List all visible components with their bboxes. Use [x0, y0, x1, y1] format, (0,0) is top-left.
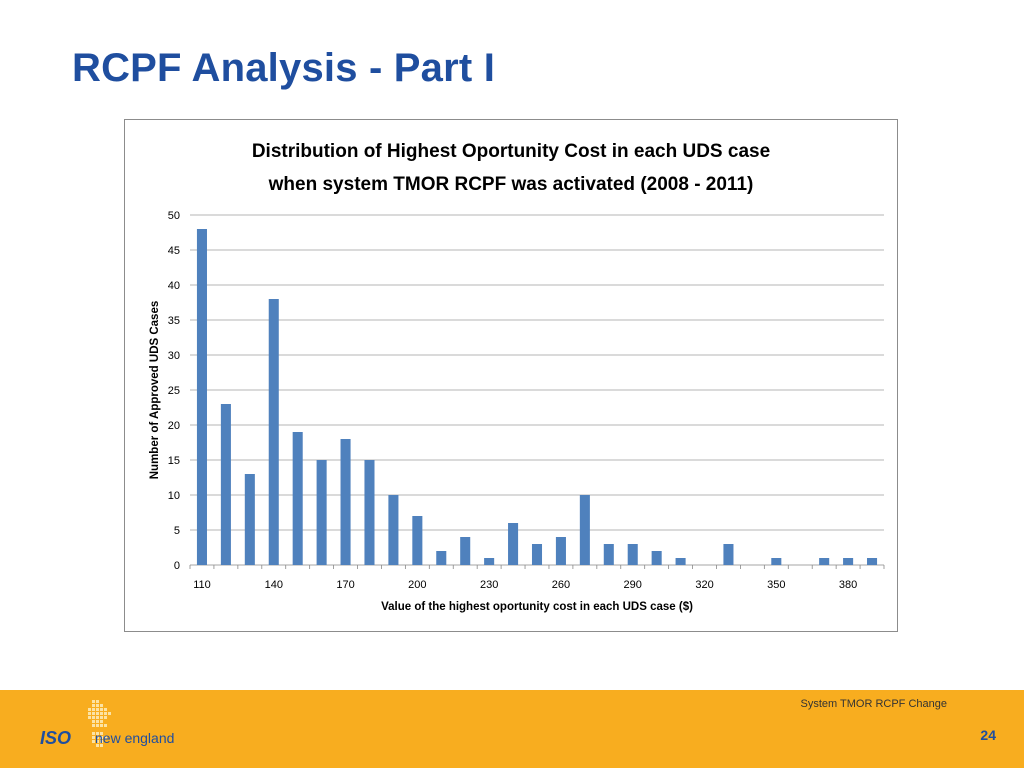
x-tick-label: 170 — [336, 579, 354, 591]
y-tick-label: 30 — [168, 350, 180, 362]
y-tick-label: 20 — [168, 420, 180, 432]
chart-title-line1: Distribution of Highest Oportunity Cost … — [252, 141, 770, 162]
bar — [220, 404, 231, 565]
bar — [268, 299, 279, 565]
slide-title: RCPF Analysis - Part I — [72, 46, 496, 90]
y-tick-label: 45 — [168, 245, 180, 257]
y-axis-label: Number of Approved UDS Cases — [149, 301, 161, 480]
bar — [603, 544, 614, 565]
bar — [412, 516, 423, 565]
bar — [196, 229, 207, 565]
bar — [771, 558, 782, 565]
x-tick-label: 230 — [480, 579, 498, 591]
bar — [675, 558, 686, 565]
x-tick-label: 260 — [552, 579, 570, 591]
y-tick-label: 10 — [168, 490, 180, 502]
bar — [364, 460, 375, 565]
y-tick-label: 25 — [168, 385, 180, 397]
x-tick-label: 140 — [265, 579, 283, 591]
gridlines — [190, 214, 884, 566]
bar — [388, 495, 399, 565]
footer-bar: ISO new england System TMOR RCPF Change … — [0, 690, 1024, 768]
bar — [508, 523, 519, 565]
y-tick-label: 0 — [174, 560, 180, 572]
bar — [651, 551, 662, 565]
bar — [555, 537, 566, 565]
chart-frame: Distribution of Highest Oportunity Cost … — [124, 119, 898, 632]
x-axis-label: Value of the highest oportunity cost in … — [381, 601, 693, 613]
x-tick-label: 380 — [839, 579, 857, 591]
y-tick-label: 5 — [174, 525, 180, 537]
bar — [460, 537, 471, 565]
footer-subtitle: System TMOR RCPF Change — [800, 698, 947, 710]
bar — [484, 558, 495, 565]
new-england-map-icon — [88, 700, 111, 747]
iso-new-england-logo: ISO new england — [40, 698, 180, 760]
logo-iso-text: ISO — [40, 728, 72, 748]
bar — [723, 544, 734, 565]
bar — [244, 474, 255, 565]
bar — [579, 495, 590, 565]
y-tick-label: 50 — [168, 210, 180, 222]
y-axis-ticks: 0 5 10 15 20 25 30 35 40 45 50 — [168, 210, 180, 572]
y-tick-label: 35 — [168, 315, 180, 327]
x-tick-label: 320 — [695, 579, 713, 591]
bar — [316, 460, 327, 565]
page-number: 24 — [980, 727, 996, 743]
bar — [436, 551, 447, 565]
chart-title-line2: when system TMOR RCPF was activated (200… — [268, 174, 754, 195]
x-tick-label: 110 — [193, 579, 211, 591]
bar-chart: Distribution of Highest Oportunity Cost … — [149, 141, 885, 613]
bar — [292, 432, 303, 565]
bar — [867, 558, 878, 565]
bar — [843, 558, 854, 565]
bars — [196, 229, 878, 565]
y-tick-label: 40 — [168, 280, 180, 292]
y-tick-label: 15 — [168, 455, 180, 467]
x-tick-label: 200 — [408, 579, 426, 591]
bar — [531, 544, 543, 565]
x-tick-label: 290 — [624, 579, 642, 591]
x-tick-label: 350 — [767, 579, 785, 591]
x-axis-ticks: 110 140 170 200 230 260 290 320 350 380 — [189, 565, 885, 591]
logo-name-text: new england — [95, 730, 175, 746]
bar — [819, 558, 830, 565]
bar — [340, 439, 351, 565]
bar — [627, 544, 638, 565]
